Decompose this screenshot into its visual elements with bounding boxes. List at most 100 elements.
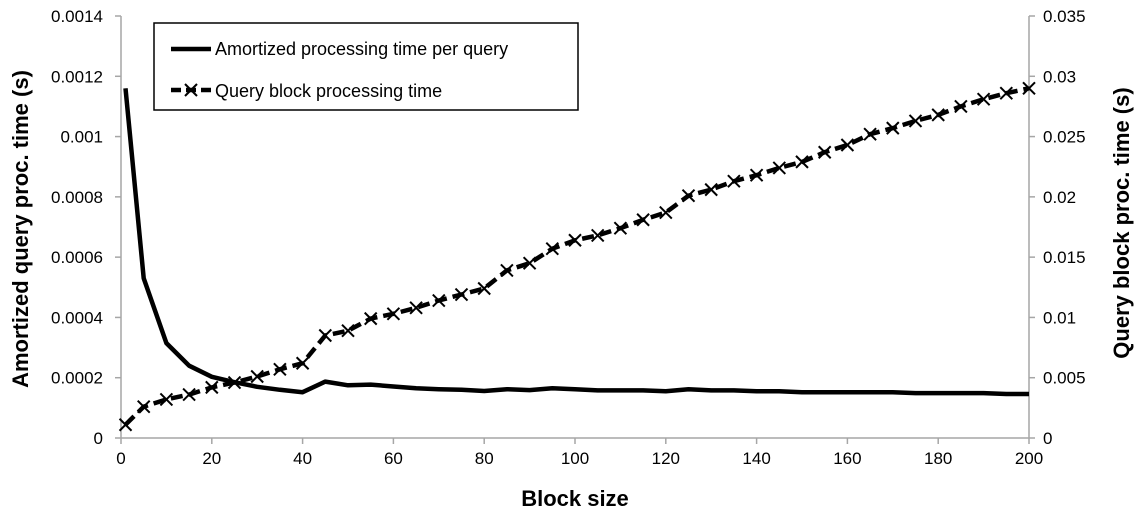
series-line-query-block xyxy=(123,86,1030,427)
data-point-x-marker xyxy=(118,418,133,432)
data-point-x-marker xyxy=(341,323,355,338)
legend-box xyxy=(153,22,579,111)
marker-stroke xyxy=(341,323,355,338)
marker-stroke xyxy=(886,121,900,135)
data-point-x-marker xyxy=(318,328,333,343)
data-point-x-marker xyxy=(636,213,650,227)
data-point-x-marker xyxy=(1022,81,1036,96)
x-axis-ticks: 0 20 40 60 80 100 120 140 160 180 200 xyxy=(116,438,1043,468)
marker-stroke xyxy=(477,281,491,296)
x-tick-label: 60 xyxy=(384,449,403,468)
x-tick-label: 40 xyxy=(293,449,312,468)
marker-stroke xyxy=(295,356,310,370)
x-tick-label: 0 xyxy=(116,449,125,468)
marker-stroke xyxy=(999,86,1014,100)
x-tick-label: 100 xyxy=(561,449,589,468)
marker-stroke xyxy=(749,168,764,182)
data-point-x-marker xyxy=(704,182,718,197)
data-point-x-marker xyxy=(136,399,151,414)
data-point-x-marker xyxy=(613,221,628,235)
left-tick-label: 0.0006 xyxy=(51,248,103,267)
marker-stroke xyxy=(590,228,605,243)
marker-stroke xyxy=(159,392,174,407)
marker-stroke xyxy=(318,328,333,343)
marker-stroke xyxy=(363,311,378,326)
data-point-x-marker xyxy=(182,387,196,402)
marker-stroke xyxy=(772,161,787,175)
right-axis-title: Query block proc. time (s) xyxy=(1109,87,1134,358)
marker-stroke xyxy=(681,188,696,203)
marker-stroke xyxy=(613,221,628,235)
data-point-x-marker xyxy=(795,155,809,169)
legend: Amortized processing time per query Quer… xyxy=(153,22,579,111)
series-line-amortized xyxy=(123,88,1029,397)
legend-label-amortized: Amortized processing time per query xyxy=(215,39,508,59)
data-point-x-marker xyxy=(432,293,446,308)
marker-stroke xyxy=(568,233,582,247)
data-point-x-marker xyxy=(840,138,855,152)
right-tick-label: 0.005 xyxy=(1043,369,1086,388)
marker-stroke xyxy=(454,287,469,302)
data-point-x-marker xyxy=(295,356,310,370)
marker-stroke xyxy=(817,145,832,159)
left-tick-label: 0.0004 xyxy=(51,308,103,327)
right-tick-label: 0.01 xyxy=(1043,308,1076,327)
data-point-x-marker xyxy=(886,121,900,135)
left-tick-label: 0 xyxy=(94,429,103,448)
marker-stroke xyxy=(636,213,650,227)
x-axis-title: Block size xyxy=(521,486,629,511)
marker-stroke xyxy=(795,155,809,169)
marker-stroke xyxy=(954,99,968,114)
data-point-x-marker xyxy=(681,188,696,203)
right-tick-label: 0.035 xyxy=(1043,7,1086,26)
left-tick-label: 0.0012 xyxy=(51,67,103,86)
marker-stroke xyxy=(704,182,718,197)
data-point-x-marker xyxy=(159,392,174,407)
marker-stroke xyxy=(273,362,287,376)
right-axis-ticks: 0 0.005 0.01 0.015 0.02 0.025 0.03 0.035 xyxy=(1029,7,1086,448)
x-tick-label: 200 xyxy=(1015,449,1043,468)
x-tick-label: 120 xyxy=(652,449,680,468)
marker-stroke xyxy=(136,399,151,414)
marker-stroke xyxy=(840,138,855,152)
data-point-x-marker xyxy=(954,99,968,114)
marker-stroke xyxy=(976,92,991,106)
marker-stroke xyxy=(205,380,219,395)
data-point-x-marker xyxy=(205,380,219,395)
marker-stroke xyxy=(432,293,446,308)
x-tick-label: 20 xyxy=(202,449,221,468)
data-point-x-marker xyxy=(500,263,514,278)
data-point-x-marker xyxy=(477,281,491,296)
data-point-x-marker xyxy=(227,375,242,390)
series-layer xyxy=(118,81,1036,432)
data-point-x-marker xyxy=(976,92,991,106)
marker-stroke xyxy=(659,205,673,220)
data-point-x-marker xyxy=(908,114,923,128)
data-point-x-marker xyxy=(409,301,423,315)
right-tick-label: 0.03 xyxy=(1043,67,1076,86)
marker-stroke xyxy=(227,375,242,390)
marker-stroke xyxy=(500,263,514,278)
marker-stroke xyxy=(250,369,264,384)
left-tick-label: 0.0014 xyxy=(51,7,103,26)
marker-stroke xyxy=(409,301,423,315)
data-point-x-marker xyxy=(817,145,832,159)
left-tick-label: 0.001 xyxy=(60,128,103,147)
data-point-x-marker xyxy=(931,108,945,122)
marker-stroke xyxy=(182,387,196,402)
data-point-x-marker xyxy=(386,307,401,321)
left-tick-label: 0.0008 xyxy=(51,188,103,207)
data-point-x-marker xyxy=(363,311,378,326)
left-tick-label: 0.0002 xyxy=(51,369,103,388)
data-point-x-marker xyxy=(568,233,582,247)
data-point-x-marker xyxy=(590,228,605,243)
data-point-x-marker xyxy=(659,205,673,220)
data-point-x-marker xyxy=(863,127,877,141)
right-tick-label: 0.02 xyxy=(1043,188,1076,207)
x-tick-label: 180 xyxy=(924,449,952,468)
data-point-x-marker xyxy=(454,287,469,302)
x-tick-label: 160 xyxy=(833,449,861,468)
marker-stroke xyxy=(931,108,945,122)
data-point-x-marker xyxy=(545,241,560,256)
